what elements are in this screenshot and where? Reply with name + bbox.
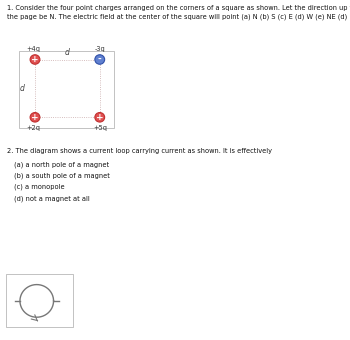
Text: +: +: [96, 113, 104, 122]
Text: -3q: -3q: [95, 46, 106, 52]
Circle shape: [30, 113, 40, 122]
Text: d: d: [20, 84, 25, 93]
Circle shape: [95, 113, 105, 122]
Text: 1. Consider the four point charges arranged on the corners of a square as shown.: 1. Consider the four point charges arran…: [7, 5, 350, 20]
Text: d: d: [65, 48, 70, 57]
Text: -: -: [98, 55, 102, 64]
Text: +: +: [31, 55, 39, 64]
Circle shape: [95, 55, 105, 64]
Text: (a) a north pole of a magnet: (a) a north pole of a magnet: [14, 162, 109, 168]
Text: 2. The diagram shows a current loop carrying current as shown. It is effectively: 2. The diagram shows a current loop carr…: [7, 148, 272, 154]
Text: (d) not a magnet at all: (d) not a magnet at all: [14, 195, 90, 202]
Text: (b) a south pole of a magnet: (b) a south pole of a magnet: [14, 173, 110, 179]
Text: +2q: +2q: [26, 125, 40, 132]
Circle shape: [30, 55, 40, 64]
Text: (c) a monopole: (c) a monopole: [14, 184, 65, 190]
Text: +: +: [31, 113, 39, 122]
Bar: [19, 51, 114, 128]
Text: +5q: +5q: [93, 125, 107, 132]
Bar: [6, 274, 73, 327]
Text: +4q: +4q: [26, 46, 40, 52]
